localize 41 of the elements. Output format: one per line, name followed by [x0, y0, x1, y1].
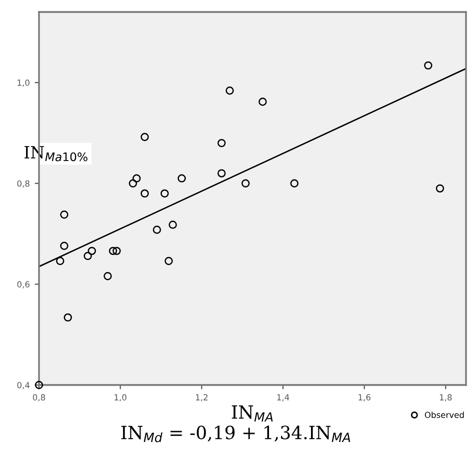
- point: [88, 246, 96, 256]
- y-axis-title: IN$_{Ma10%}$: [24, 146, 88, 162]
- point: [108, 246, 118, 256]
- point: [132, 174, 141, 182]
- point: [217, 169, 226, 178]
- point: [290, 179, 298, 188]
- legend-label: Observed: [424, 412, 464, 418]
- point: [164, 256, 173, 266]
- y-tick-label: 0,6: [17, 281, 30, 288]
- point: [34, 380, 44, 390]
- point: [258, 98, 267, 106]
- point: [60, 242, 68, 250]
- point: [178, 174, 186, 182]
- y-tick-label: 0,4: [17, 382, 30, 390]
- x-axis-title: IN$_{MA}$: [232, 405, 273, 422]
- point: [168, 220, 177, 229]
- x-tick-label: 1,6: [358, 394, 370, 402]
- y-tick-label: 1,0: [18, 80, 30, 87]
- point: [128, 179, 138, 188]
- point: [112, 246, 121, 256]
- point: [436, 184, 444, 193]
- x-tick-label: 0,8: [32, 394, 46, 402]
- x-tick-label: 1,8: [440, 394, 452, 402]
- point: [60, 210, 68, 219]
- point: [424, 61, 432, 70]
- point: [152, 226, 162, 234]
- point: [104, 272, 112, 280]
- point: [84, 252, 92, 260]
- point: [56, 256, 64, 266]
- text: IN$_{Md}$ = -0,19 + 1,34.IN$_{MA}$: [121, 426, 350, 442]
- point: [226, 86, 234, 95]
- point: [140, 132, 149, 142]
- point: [160, 189, 169, 198]
- point: [241, 179, 250, 188]
- y-tick-label: 0,8: [17, 180, 30, 188]
- point: [64, 313, 72, 322]
- point: [217, 138, 226, 148]
- point: [140, 189, 149, 198]
- x-tick-label: 1,0: [114, 394, 126, 402]
- x-tick-label: 1,2: [196, 394, 208, 402]
- x-tick-label: 1,4: [277, 394, 290, 402]
